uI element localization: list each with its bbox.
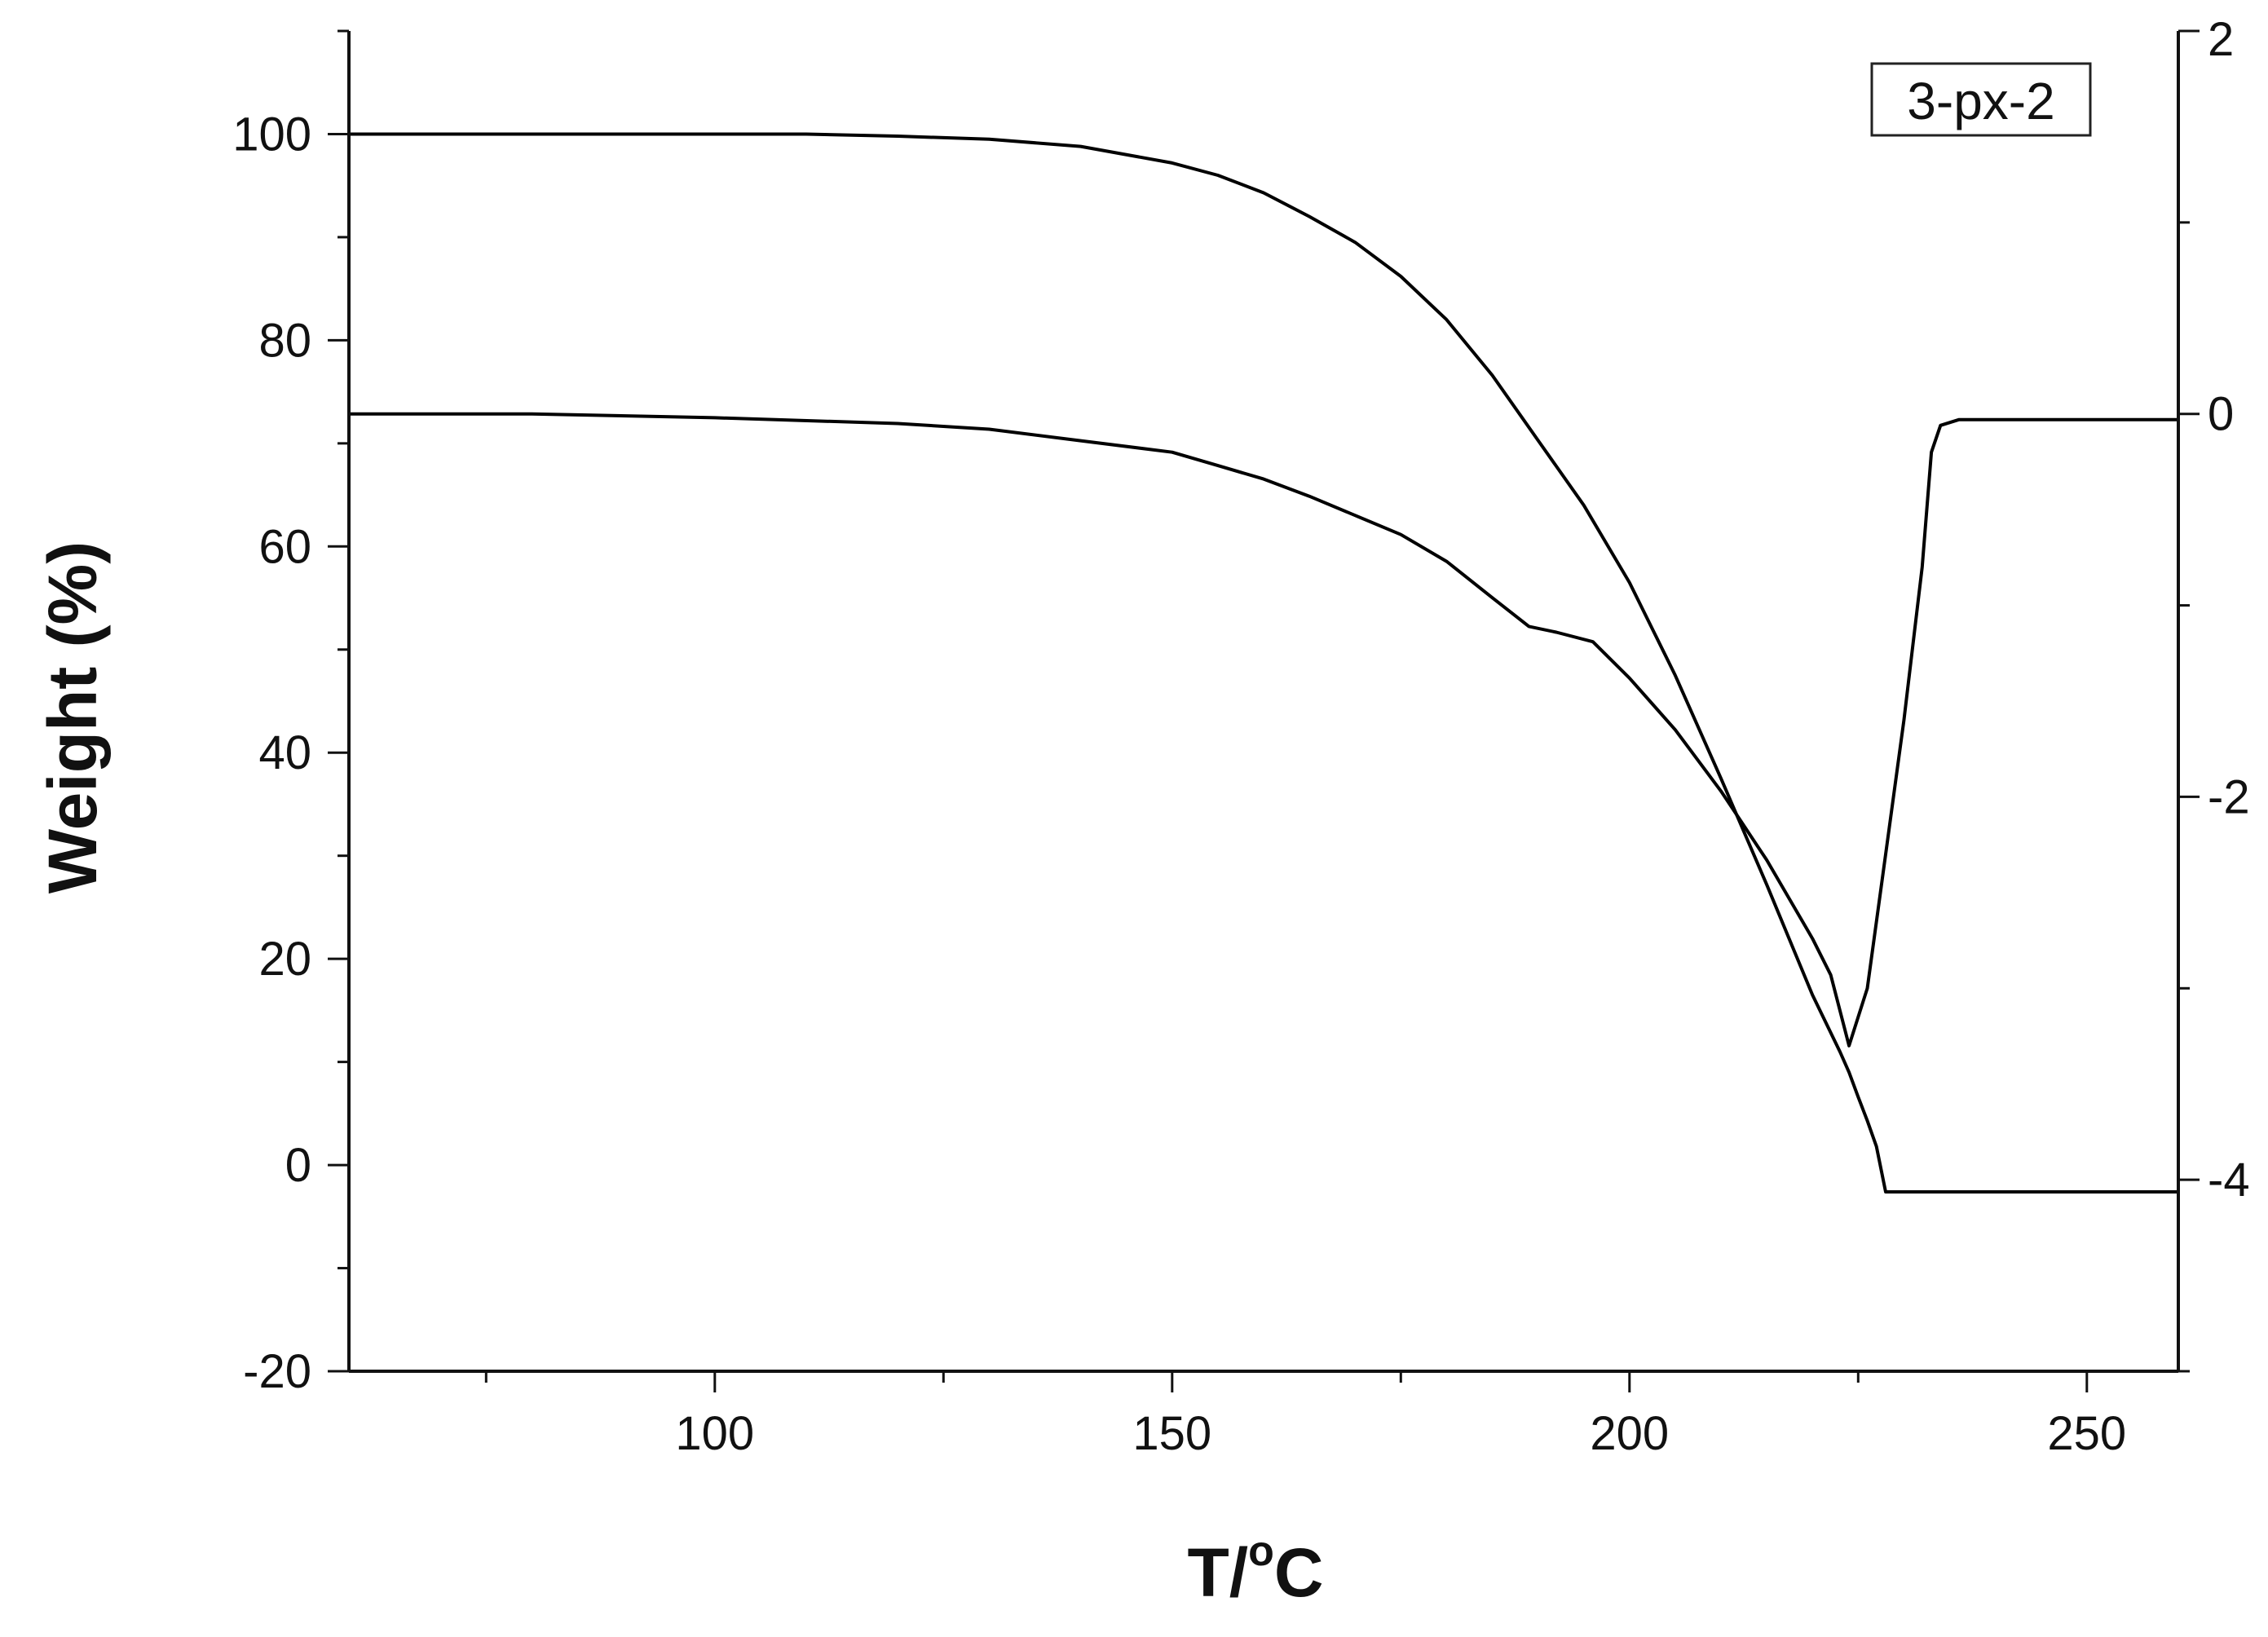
series-layer bbox=[349, 132, 2178, 1194]
dtg-curve bbox=[349, 412, 2178, 1048]
y-tick-label: 100 bbox=[232, 108, 311, 161]
axes-frame bbox=[347, 31, 2180, 1373]
x-tick-label: 100 bbox=[675, 1407, 754, 1460]
weight-curve bbox=[349, 132, 2178, 1194]
y-tick-label: -20 bbox=[243, 1345, 311, 1398]
y2-tick-label: 0 bbox=[2208, 388, 2234, 441]
y-tick-label: 0 bbox=[285, 1139, 311, 1192]
x-axis-title-main: T/ bbox=[1187, 1534, 1248, 1611]
y-tick-label: 40 bbox=[258, 726, 311, 779]
x-axis-title-superscript: o bbox=[1248, 1528, 1274, 1575]
y-tick-label: 60 bbox=[258, 520, 311, 573]
y2-tick-label: 2 bbox=[2208, 13, 2234, 66]
x-tick-label: 150 bbox=[1132, 1407, 1211, 1460]
y2-tick-label: -2 bbox=[2208, 770, 2250, 823]
legend-label: 3-px-2 bbox=[1907, 72, 2054, 130]
y-tick-label: 20 bbox=[258, 933, 311, 986]
legend: 3-px-2 bbox=[1870, 62, 2092, 137]
x-tick-label: 250 bbox=[2047, 1407, 2126, 1460]
y2-tick-label: -4 bbox=[2208, 1154, 2250, 1207]
y-axis-title: Weight (%) bbox=[34, 541, 111, 894]
x-axis-title: T/oC bbox=[1187, 1528, 1323, 1611]
x-axis-title-unit: C bbox=[1274, 1534, 1324, 1611]
legend-box bbox=[1870, 62, 2092, 137]
x-tick-label: 200 bbox=[1590, 1407, 1669, 1460]
y-tick-label: 80 bbox=[258, 314, 311, 367]
